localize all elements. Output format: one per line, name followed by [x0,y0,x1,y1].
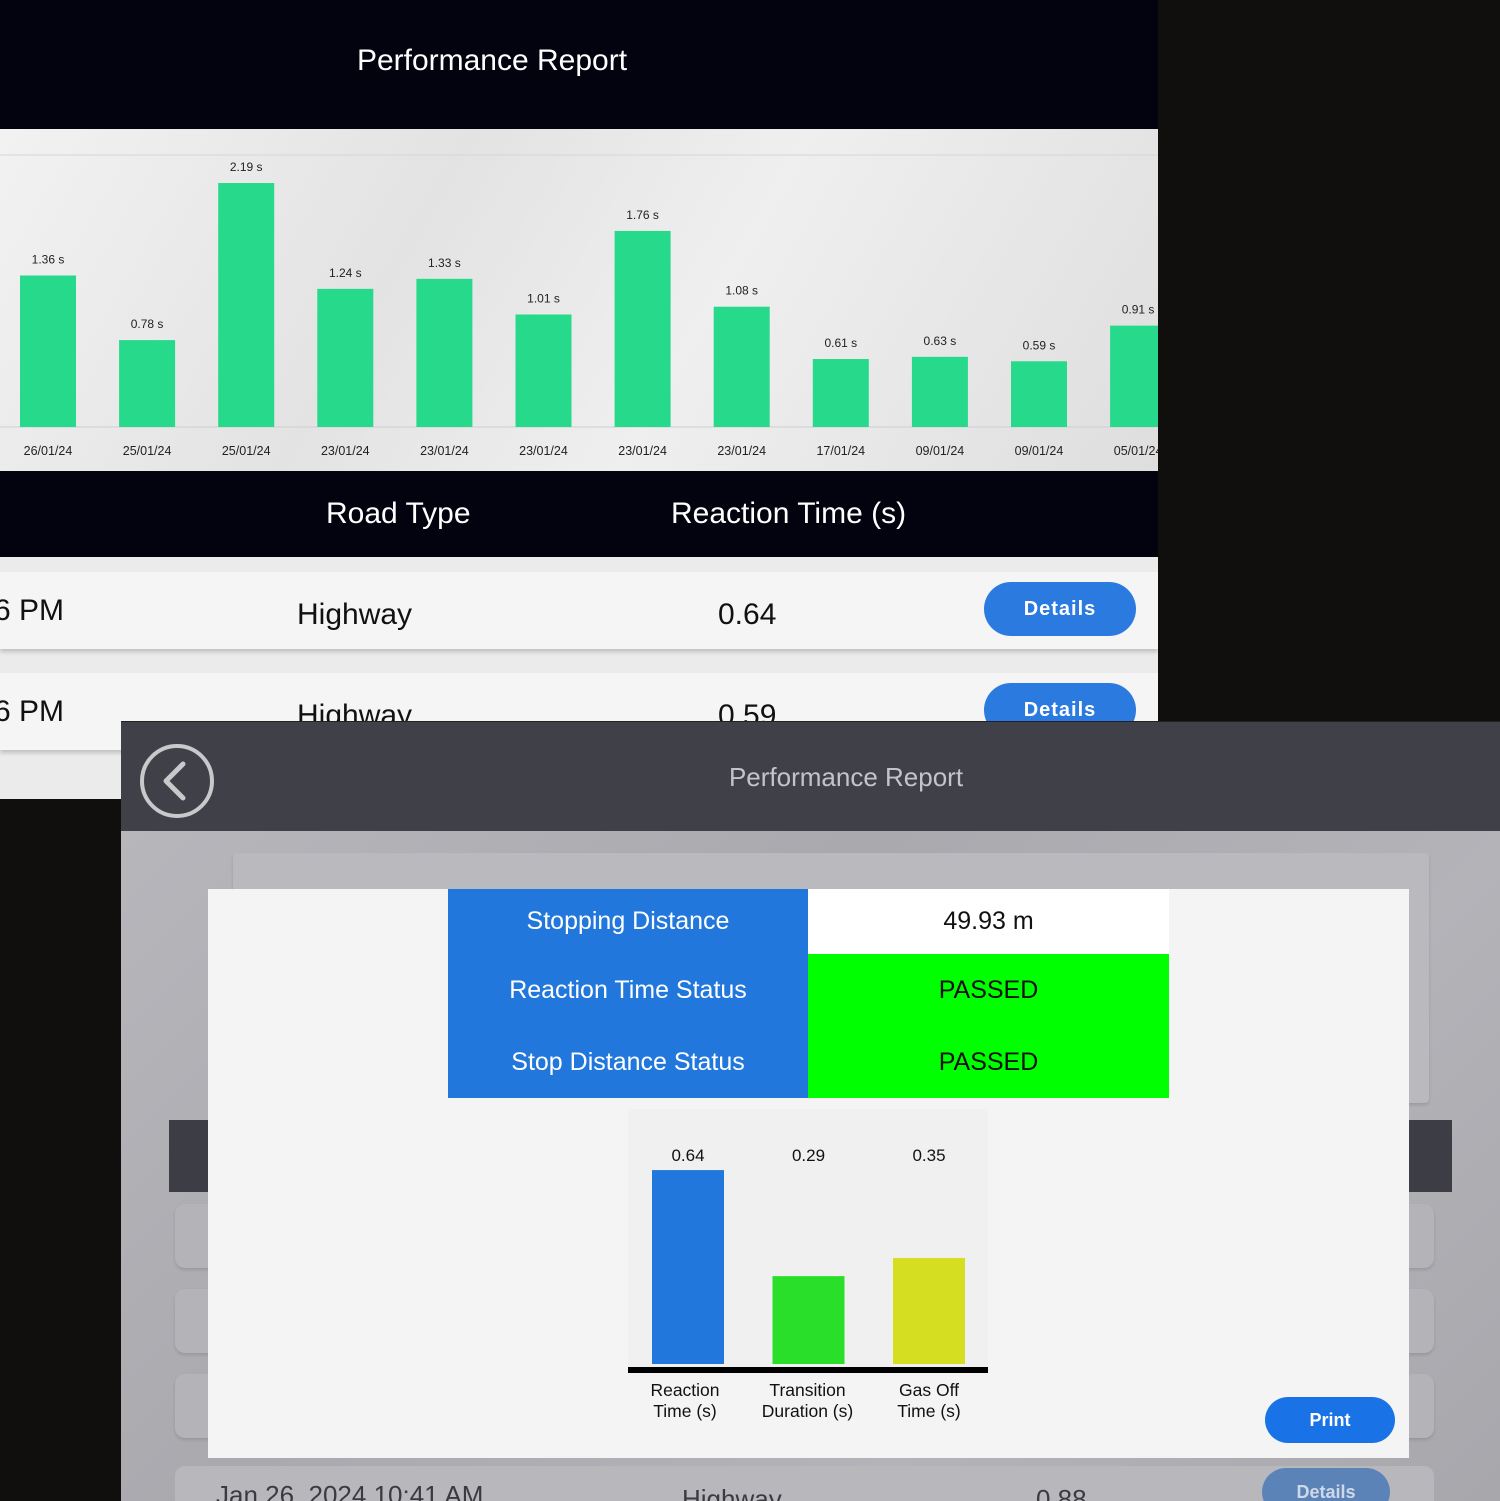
chart-bar [416,278,473,427]
bar-value-label: 1.76 s [626,208,659,222]
summary-row: Stop Distance Status PASSED [448,1026,1169,1098]
bar-value-label: 0.29 [792,1146,825,1165]
table-row[interactable]: 6 PM Highway 0.64 Details [0,572,1158,649]
chart-bar [893,1257,965,1364]
row-date: Jan 26, 2024 10:41 AM [216,1480,484,1501]
chart-bar [317,288,374,427]
chart-bar [713,306,770,427]
chart-bar [614,230,671,427]
x-tick-label: Transition Duration (s) [762,1380,853,1421]
reaction-history-chart-svg: 1.36 s 26/01/24 0.78 s 25/01/24 2.19 s 25/01/… [0,154,1158,458]
x-tick-label: 26/01/24 [24,444,73,458]
chart-bar [515,314,572,427]
x-tick-label: 25/01/24 [123,444,172,458]
bar-value-label: 1.33 s [428,256,461,270]
chart-bar [911,356,968,427]
summary-row: Reaction Time Status PASSED [448,954,1169,1026]
row-reaction-time: 0.64 [718,598,777,631]
x-tick-label: 25/01/24 [222,444,271,458]
x-tick-label: 23/01/24 [420,444,469,458]
chart-bar [652,1170,724,1364]
bar-value-label: 1.01 s [527,291,560,305]
x-tick-label: 09/01/24 [1015,444,1064,458]
modal-title: Performance Report [728,762,964,792]
bar-value-label: 1.36 s [32,252,65,266]
bar-value-label: 2.19 s [230,160,263,174]
row-time: 6 PM [0,695,65,728]
summary-label: Stopping Distance [448,889,808,954]
background-header: Performance Report [0,0,1158,129]
chart-bar [772,1276,845,1364]
x-tick-label: 23/01/24 [519,444,568,458]
chevron-left-icon [163,761,186,801]
report-panel: Stopping Distance 49.93 m Reaction Time … [208,889,1409,1458]
row-reaction-time: 0.88 [1036,1484,1087,1501]
timing-breakdown-chart: 0.64 Reaction Time (s) 0.29 Transition Durati… [628,1109,988,1421]
x-tick-label: 23/01/24 [717,444,766,458]
summary-value: PASSED [808,954,1169,1026]
background-title: Performance Report [356,44,628,77]
x-tick-label: 05/01/24 [1114,444,1158,458]
chart-bar [812,359,869,427]
details-button[interactable]: Details [1262,1468,1390,1501]
x-tick-label: 09/01/24 [916,444,965,458]
chart-bar [1011,361,1067,427]
row-time: 6 PM [0,594,65,627]
back-button[interactable] [140,744,214,818]
print-button[interactable]: Print [1265,1397,1395,1443]
bar-value-label: 0.63 s [924,334,957,348]
chart-bar [20,275,76,427]
x-tick-label: 23/01/24 [618,444,667,458]
table-header: Road Type Reaction Time (s) [0,471,1158,557]
bar-value-label: 0.91 s [1122,303,1155,317]
bar-value-label: 1.08 s [725,284,758,298]
summary-table: Stopping Distance 49.93 m Reaction Time … [448,889,1169,1098]
column-header-reaction-time: Reaction Time (s) [671,497,907,530]
reaction-history-chart: 1.36 s 26/01/24 0.78 s 25/01/24 2.19 s 25/01/… [0,129,1158,471]
chart-bar [1110,325,1158,427]
summary-value: 49.93 m [808,889,1169,954]
row-road-type: Highway [297,598,413,631]
x-tick-label: Gas Off Time (s) [897,1380,961,1421]
chart-bar [119,340,176,427]
details-button[interactable]: Details [984,582,1136,636]
x-tick-label: Reaction Time (s) [650,1380,719,1421]
x-tick-label: 23/01/24 [321,444,370,458]
chart-bar [218,183,275,427]
bar-value-label: 0.78 s [131,317,164,331]
summary-value: PASSED [808,1026,1169,1098]
dimmed-row: Jan 26, 2024 10:41 AM Highway 0.88 Detai… [175,1466,1434,1501]
modal-header: Performance Report [121,722,1500,831]
bar-value-label: 0.35 [912,1146,945,1165]
row-road-type: Highway [682,1484,782,1501]
summary-row: Stopping Distance 49.93 m [448,889,1169,954]
bar-value-label: 1.24 s [329,266,362,280]
summary-label: Reaction Time Status [448,954,808,1026]
column-header-road-type: Road Type [326,497,471,530]
x-tick-label: 17/01/24 [816,444,865,458]
summary-label: Stop Distance Status [448,1026,808,1098]
bar-value-label: 0.61 s [824,336,857,350]
chart-baseline [628,1367,988,1373]
performance-report-modal: Performance Report Jan 26, 2024 10:41 AM… [121,721,1500,1501]
bar-value-label: 0.64 [671,1146,704,1165]
background-report-screen: Performance Report 1.36 s 26/01/24 0.78 s 2… [0,0,1158,799]
bar-value-label: 0.59 s [1023,338,1056,352]
